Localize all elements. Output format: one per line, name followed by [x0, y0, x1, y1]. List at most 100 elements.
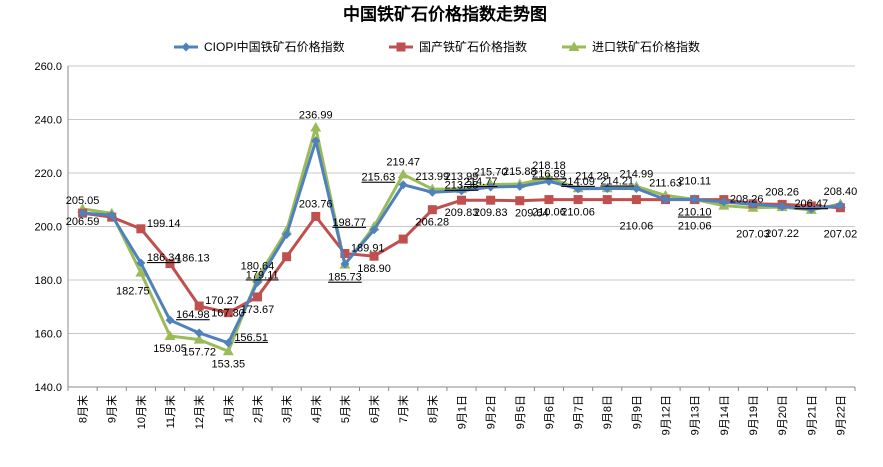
x-tick-label: 9月末 [105, 395, 119, 423]
data-label: 219.47 [386, 156, 420, 168]
data-label: 198.77 [332, 217, 366, 229]
data-label: 203.76 [299, 198, 333, 210]
x-tick-label: 9月22日 [835, 395, 847, 435]
legend-item: 国产铁矿石价格指数 [389, 39, 527, 54]
data-label: 170.27 [205, 295, 239, 307]
data-label: 213.99 [445, 171, 479, 183]
data-point [282, 252, 292, 262]
data-point [222, 345, 234, 356]
data-label: 210.06 [561, 207, 595, 219]
data-label: 210.10 [678, 206, 712, 218]
data-point [181, 42, 191, 52]
y-tick-label: 220.0 [34, 168, 62, 180]
x-tick-label: 2月末 [250, 395, 264, 423]
data-point [165, 259, 175, 269]
y-tick-label: 260.0 [34, 61, 62, 73]
data-label: 208.26 [730, 193, 764, 205]
x-tick-label: 12月末 [192, 395, 206, 429]
data-point [661, 194, 671, 204]
data-point [397, 168, 409, 179]
data-point [340, 259, 350, 269]
data-point [457, 186, 466, 196]
x-tick-label: 1月末 [221, 395, 235, 423]
data-label: 179.11 [246, 269, 279, 281]
data-point [252, 292, 262, 302]
data-label: 215.63 [362, 172, 396, 184]
data-point [107, 210, 117, 220]
data-point [631, 183, 641, 193]
x-tick-label: 6月末 [367, 395, 381, 423]
data-label: 236.99 [299, 110, 333, 122]
data-point [544, 176, 554, 186]
data-label: 209.83 [445, 207, 479, 219]
data-point [398, 180, 408, 190]
data-label: 207.02 [824, 229, 858, 241]
data-label: 207.03 [736, 229, 770, 241]
x-tick-label: 9月21日 [806, 395, 818, 435]
data-label: 186.34 [147, 252, 181, 264]
data-point [135, 267, 147, 277]
legend-item: CIOPI中国铁矿石价格指数 [174, 39, 345, 54]
data-label: 210.06 [678, 221, 712, 233]
data-label: 214.29 [575, 170, 609, 182]
data-label: 159.05 [153, 343, 187, 355]
legend-label: 国产铁矿石价格指数 [419, 39, 527, 54]
x-tick-label: 9月13日 [690, 395, 702, 435]
data-label: 209.64 [515, 208, 549, 220]
data-point [136, 258, 146, 268]
data-label: 213.99 [416, 171, 450, 183]
x-tick-label: 11月末 [163, 395, 177, 428]
data-label: 216.89 [532, 168, 566, 180]
x-tick-label: 8月末 [425, 395, 439, 423]
data-point [690, 194, 700, 204]
data-label: 215.70 [474, 167, 508, 179]
x-tick-label: 4月末 [309, 395, 323, 423]
data-point [544, 195, 554, 205]
data-point [398, 234, 408, 244]
x-tick-label: 9月7日 [573, 395, 585, 429]
data-point [164, 330, 176, 341]
data-label: 185.73 [328, 272, 362, 284]
data-label: 207.22 [765, 228, 799, 240]
data-label: 214.21 [600, 175, 634, 187]
data-point [223, 338, 233, 348]
plot-area: 140.0 160.0 180.0 200.0 220.0 240.0 260.0 8月末 9月… [34, 61, 857, 435]
series-group [78, 136, 845, 348]
x-tick-label: 9月1日 [457, 395, 469, 429]
data-point [602, 195, 612, 205]
data-point [340, 248, 350, 258]
data-point [369, 225, 379, 235]
data-label: 214.77 [464, 176, 498, 188]
data-label: 167.80 [211, 308, 245, 320]
x-tick-label: 8月末 [76, 395, 90, 423]
y-tick-label: 200.0 [34, 222, 62, 234]
data-label: 208.40 [824, 186, 858, 198]
data-label: 156.51 [234, 332, 268, 344]
data-label: 215.88 [503, 166, 537, 178]
data-label: 210.06 [620, 221, 654, 233]
data-point [835, 200, 845, 210]
data-label: 164.98 [176, 309, 210, 321]
data-point [193, 334, 205, 344]
data-label: 173.67 [241, 304, 275, 316]
data-point [252, 277, 262, 287]
data-label: 206.28 [416, 217, 450, 229]
data-point [165, 315, 175, 325]
data-point [311, 211, 321, 221]
y-tick-label: 140.0 [34, 382, 62, 394]
data-point [515, 181, 525, 191]
data-label: 206.59 [66, 216, 100, 228]
legend: CIOPI中国铁矿石价格指数 国产铁矿石价格指数 进口铁矿石价格指数 [174, 39, 700, 54]
data-point [777, 201, 787, 211]
x-tick-label: 7月末 [396, 395, 410, 423]
x-tick-label: 9月20日 [777, 395, 789, 435]
data-point [78, 208, 88, 218]
legend-label: 进口铁矿石价格指数 [592, 39, 700, 54]
data-point [568, 41, 580, 51]
x-tick-label: 9月12日 [661, 395, 673, 435]
x-tick-label: 10月末 [134, 395, 148, 429]
data-point [486, 182, 496, 192]
x-tick-label: 9月9日 [631, 395, 643, 429]
